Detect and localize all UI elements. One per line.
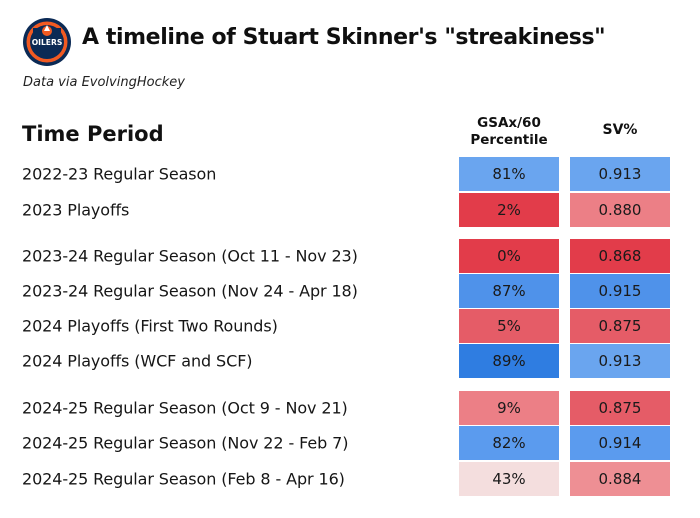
gsax-percentile-cell: 87%	[459, 274, 559, 308]
table-row: 2022-23 Regular Season 81% 0.913	[0, 157, 700, 191]
period-label: 2023 Playoffs	[22, 200, 130, 220]
table-row: 2024 Playoffs (First Two Rounds) 5% 0.875	[0, 309, 700, 343]
table-row: 2024-25 Regular Season (Oct 9 - Nov 21) 9…	[0, 391, 700, 425]
save-percentage-cell: 0.915	[570, 274, 670, 308]
save-percentage-cell: 0.875	[570, 391, 670, 425]
period-label: 2024-25 Regular Season (Feb 8 - Apr 16)	[22, 469, 345, 489]
save-percentage-cell: 0.880	[570, 193, 670, 227]
period-label: 2024 Playoffs (WCF and SCF)	[22, 351, 253, 371]
column-header-sv: SV%	[602, 122, 638, 138]
table-row: 2023 Playoffs 2% 0.880	[0, 193, 700, 227]
save-percentage-cell: 0.913	[570, 344, 670, 378]
period-label: 2024 Playoffs (First Two Rounds)	[22, 316, 278, 336]
gsax-percentile-cell: 2%	[459, 193, 559, 227]
gsax-percentile-cell: 5%	[459, 309, 559, 343]
table-row: 2024 Playoffs (WCF and SCF) 89% 0.913	[0, 344, 700, 378]
gsax-percentile-cell: 81%	[459, 157, 559, 191]
table-row: 2024-25 Regular Season (Nov 22 - Feb 7) 8…	[0, 426, 700, 460]
gsax-percentile-cell: 9%	[459, 391, 559, 425]
table-row: 2024-25 Regular Season (Feb 8 - Apr 16) 4…	[0, 462, 700, 496]
gsax-percentile-cell: 0%	[459, 239, 559, 273]
chart-subtitle: Data via EvolvingHockey	[23, 75, 185, 90]
table-row: 2023-24 Regular Season (Oct 11 - Nov 23)…	[0, 239, 700, 273]
save-percentage-cell: 0.875	[570, 309, 670, 343]
save-percentage-cell: 0.914	[570, 426, 670, 460]
period-label: 2024-25 Regular Season (Nov 22 - Feb 7)	[22, 433, 349, 453]
period-label: 2024-25 Regular Season (Oct 9 - Nov 21)	[22, 398, 348, 418]
gsax-percentile-cell: 89%	[459, 344, 559, 378]
column-header-gsax: GSAx/60 Percentile	[470, 115, 548, 148]
period-label: 2023-24 Regular Season (Nov 24 - Apr 18)	[22, 281, 358, 301]
period-label: 2023-24 Regular Season (Oct 11 - Nov 23)	[22, 246, 358, 266]
save-percentage-cell: 0.913	[570, 157, 670, 191]
column-header-time-period: Time Period	[22, 122, 164, 146]
chart-title: A timeline of Stuart Skinner's "streakin…	[82, 25, 606, 50]
table-row: 2023-24 Regular Season (Nov 24 - Apr 18)…	[0, 274, 700, 308]
period-label: 2022-23 Regular Season	[22, 164, 217, 184]
oilers-logo: OILERS	[23, 18, 71, 66]
svg-text:OILERS: OILERS	[32, 38, 63, 47]
gsax-percentile-cell: 82%	[459, 426, 559, 460]
save-percentage-cell: 0.884	[570, 462, 670, 496]
gsax-percentile-cell: 43%	[459, 462, 559, 496]
save-percentage-cell: 0.868	[570, 239, 670, 273]
